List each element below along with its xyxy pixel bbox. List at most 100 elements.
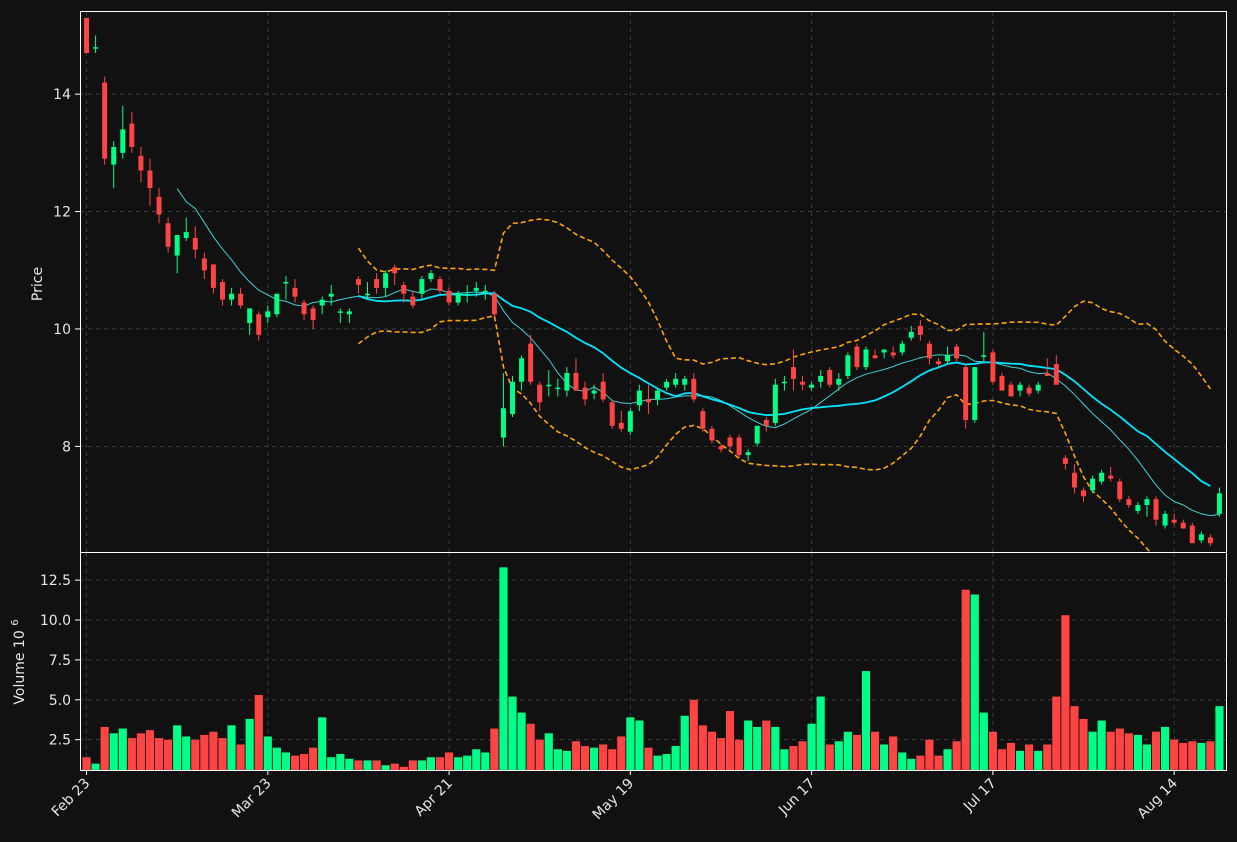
- candle: [165, 217, 171, 253]
- volume-bar: [263, 736, 272, 770]
- candle: [102, 76, 108, 165]
- candle: [917, 320, 923, 341]
- candle-body: [238, 293, 244, 306]
- candle: [210, 264, 216, 294]
- candle: [999, 372, 1005, 391]
- candle-body: [682, 378, 688, 385]
- volume-bar: [662, 754, 671, 770]
- candle: [591, 384, 597, 400]
- candle-body: [410, 296, 416, 306]
- volume-bar: [707, 731, 716, 770]
- candle-body: [546, 384, 552, 387]
- candle-body: [564, 372, 570, 391]
- candle: [564, 367, 570, 397]
- candle: [1189, 522, 1195, 544]
- volume-bar: [644, 747, 653, 770]
- candle: [1008, 381, 1014, 397]
- candle-body: [618, 422, 624, 429]
- candle: [247, 308, 253, 335]
- volume-bar: [145, 730, 155, 770]
- candle: [319, 296, 325, 315]
- candle-body: [809, 384, 815, 388]
- candle: [926, 340, 932, 365]
- candle: [1171, 513, 1177, 526]
- volume-bar: [861, 671, 871, 770]
- price-tick-label-0: 8: [62, 439, 71, 455]
- volume-bar: [1106, 731, 1115, 770]
- candle: [129, 111, 135, 153]
- candle: [673, 372, 679, 388]
- candle-body: [156, 196, 162, 215]
- volume-bar: [254, 695, 263, 770]
- candle: [111, 141, 117, 189]
- volume-bar: [508, 696, 517, 770]
- candle-body: [1171, 519, 1177, 523]
- volume-bar: [843, 731, 852, 770]
- volume-bar: [318, 717, 327, 770]
- candle-body: [1117, 481, 1123, 500]
- volume-bar: [1151, 731, 1161, 770]
- volume-bar: [354, 760, 363, 770]
- volume-axis-label-base: 10: [12, 630, 28, 648]
- volume-y-ticks: 2.5 5.0 7.5 10.0 12.5: [40, 573, 80, 749]
- volume-bar: [1179, 742, 1188, 770]
- volume-bar: [952, 741, 961, 770]
- candle: [192, 226, 198, 259]
- candle-body: [1135, 505, 1141, 511]
- upper-band-line: [357, 218, 1212, 390]
- volume-bars: [82, 567, 1224, 770]
- volume-bar: [109, 733, 118, 770]
- candle-body: [854, 346, 860, 368]
- candle-body: [990, 352, 996, 382]
- candle-body: [1008, 384, 1014, 397]
- candle-body: [437, 279, 443, 291]
- candle: [537, 381, 543, 412]
- volume-bar: [272, 747, 281, 770]
- candle-body: [446, 290, 452, 303]
- candle: [700, 408, 706, 432]
- candle-body: [609, 402, 615, 426]
- candle: [283, 276, 289, 300]
- candle: [337, 308, 343, 324]
- candle-body: [664, 381, 670, 388]
- candle-body: [165, 223, 171, 247]
- candle: [1062, 455, 1068, 470]
- volume-bar: [1043, 744, 1052, 770]
- candlesticks: [84, 17, 1222, 547]
- candle-body: [917, 326, 923, 335]
- volume-bar: [680, 715, 689, 770]
- volume-bar: [499, 567, 508, 770]
- candle-body: [845, 355, 851, 376]
- candle: [365, 282, 370, 300]
- volume-bar: [1161, 726, 1170, 770]
- candle: [256, 311, 262, 341]
- candle-body: [1126, 499, 1132, 506]
- volume-bar: [417, 760, 426, 770]
- candle: [528, 334, 534, 385]
- volume-bar: [136, 733, 145, 770]
- volume-bar: [245, 718, 254, 770]
- candle-body: [1162, 513, 1168, 526]
- volume-tick-label-4: 12.5: [40, 573, 71, 589]
- volume-bar: [735, 739, 744, 770]
- candle-body: [256, 314, 262, 335]
- volume-bar: [1088, 731, 1097, 770]
- candle-body: [655, 390, 661, 400]
- lower-band-line: [357, 315, 1152, 552]
- candle: [93, 35, 99, 54]
- candle-body: [537, 384, 543, 403]
- candle: [827, 367, 833, 388]
- volume-bar: [472, 749, 481, 770]
- candle: [1035, 381, 1041, 394]
- candle: [374, 273, 380, 294]
- price-tick-label-1: 10: [53, 322, 71, 338]
- candle: [383, 270, 389, 297]
- candle: [754, 425, 760, 447]
- candle-body: [709, 428, 715, 441]
- candle-body: [84, 17, 90, 54]
- candle-body: [1053, 364, 1059, 385]
- candle-body: [926, 343, 932, 359]
- volume-tick-label-1: 5.0: [49, 693, 71, 709]
